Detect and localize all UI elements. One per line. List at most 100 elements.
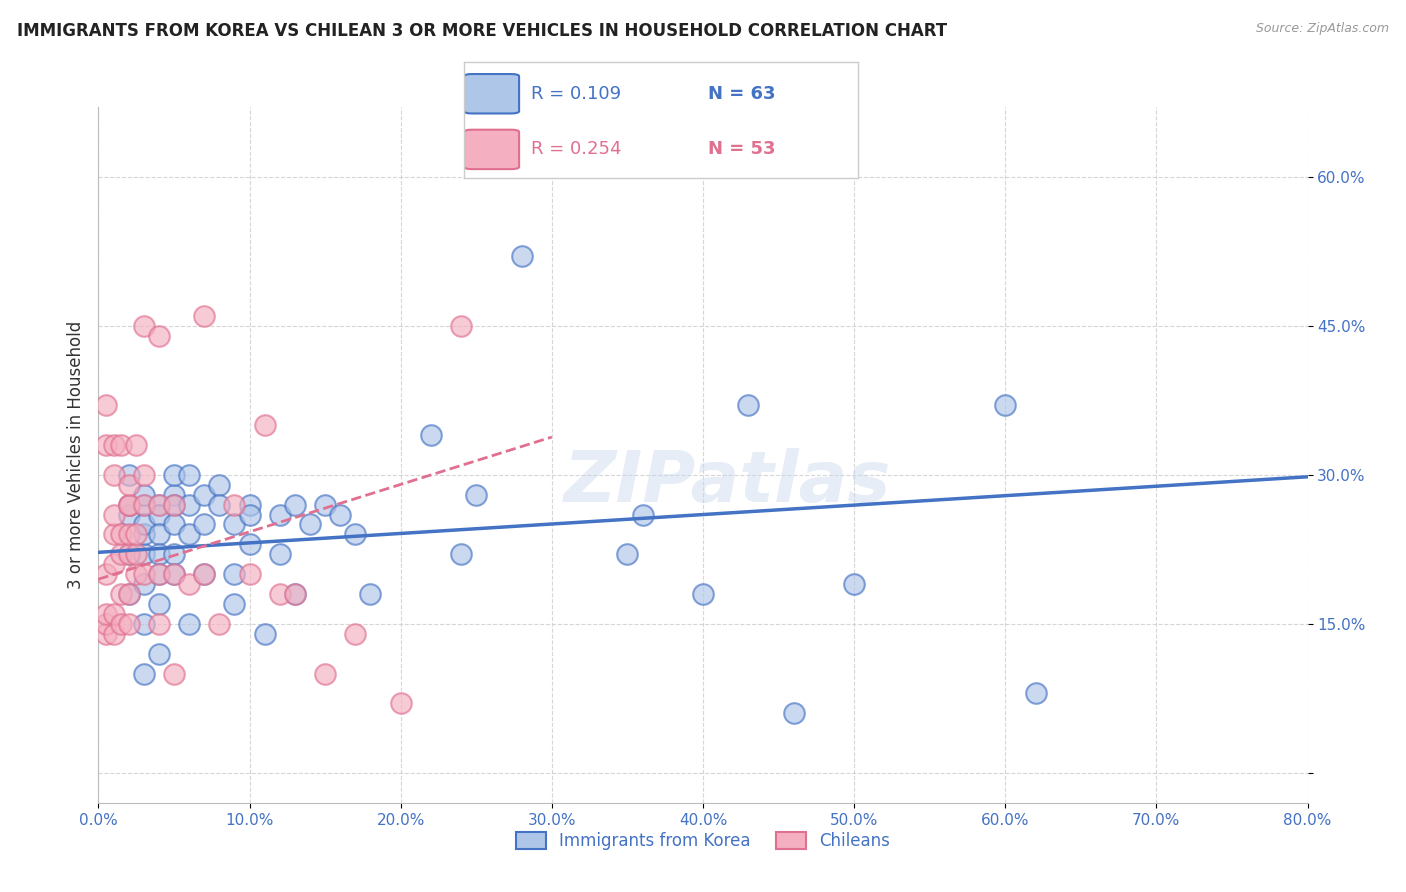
- Legend: Immigrants from Korea, Chileans: Immigrants from Korea, Chileans: [509, 826, 897, 857]
- Point: [110, 438, 132, 452]
- Point: [179, 527, 201, 541]
- Y-axis label: 3 or more Vehicles in Household: 3 or more Vehicles in Household: [66, 321, 84, 589]
- Point: [344, 527, 367, 541]
- Point: [132, 567, 155, 582]
- Point: [132, 318, 155, 333]
- Point: [148, 527, 170, 541]
- Point: [208, 498, 231, 512]
- Point: [329, 508, 352, 522]
- Point: [132, 517, 155, 532]
- Point: [163, 666, 186, 681]
- Point: [510, 249, 533, 263]
- Point: [110, 547, 132, 561]
- Point: [125, 438, 148, 452]
- Point: [118, 508, 141, 522]
- Point: [125, 527, 148, 541]
- Point: [299, 517, 322, 532]
- Point: [118, 498, 141, 512]
- Point: [163, 488, 186, 502]
- Point: [132, 616, 155, 631]
- Point: [208, 616, 231, 631]
- Point: [148, 647, 170, 661]
- Point: [269, 547, 291, 561]
- Point: [94, 438, 117, 452]
- Point: [118, 498, 141, 512]
- Point: [253, 627, 276, 641]
- Point: [314, 666, 336, 681]
- Point: [465, 488, 488, 502]
- Point: [103, 627, 125, 641]
- Point: [94, 616, 117, 631]
- Text: N = 53: N = 53: [709, 140, 776, 159]
- Point: [148, 567, 170, 582]
- Point: [148, 328, 170, 343]
- Point: [193, 567, 215, 582]
- Text: Source: ZipAtlas.com: Source: ZipAtlas.com: [1256, 22, 1389, 36]
- Point: [132, 527, 155, 541]
- Point: [163, 567, 186, 582]
- Point: [132, 577, 155, 591]
- Point: [132, 547, 155, 561]
- Point: [118, 467, 141, 482]
- Point: [360, 587, 382, 601]
- Point: [1024, 686, 1046, 700]
- Point: [239, 498, 262, 512]
- Point: [125, 547, 148, 561]
- Point: [193, 488, 215, 502]
- Point: [148, 616, 170, 631]
- Point: [420, 428, 443, 442]
- Point: [208, 477, 231, 491]
- Point: [132, 467, 155, 482]
- Point: [253, 418, 276, 433]
- Point: [179, 467, 201, 482]
- Point: [450, 318, 472, 333]
- Point: [389, 697, 412, 711]
- Point: [94, 398, 117, 412]
- Point: [179, 616, 201, 631]
- Point: [125, 567, 148, 582]
- Point: [314, 498, 336, 512]
- Point: [692, 587, 714, 601]
- Point: [118, 547, 141, 561]
- Point: [783, 706, 806, 721]
- Point: [118, 587, 141, 601]
- Point: [103, 467, 125, 482]
- Point: [103, 558, 125, 572]
- Point: [118, 477, 141, 491]
- Point: [224, 567, 246, 582]
- Point: [163, 547, 186, 561]
- FancyBboxPatch shape: [464, 129, 519, 169]
- Point: [103, 607, 125, 621]
- Point: [118, 616, 141, 631]
- Text: IMMIGRANTS FROM KOREA VS CHILEAN 3 OR MORE VEHICLES IN HOUSEHOLD CORRELATION CHA: IMMIGRANTS FROM KOREA VS CHILEAN 3 OR MO…: [17, 22, 948, 40]
- Point: [450, 547, 472, 561]
- Text: ZIPatlas: ZIPatlas: [564, 449, 891, 517]
- Point: [148, 508, 170, 522]
- Point: [110, 587, 132, 601]
- Point: [631, 508, 654, 522]
- Point: [163, 467, 186, 482]
- Point: [132, 488, 155, 502]
- Point: [179, 577, 201, 591]
- Point: [616, 547, 638, 561]
- Point: [284, 498, 307, 512]
- Point: [110, 527, 132, 541]
- Point: [344, 627, 367, 641]
- Point: [994, 398, 1017, 412]
- Point: [193, 567, 215, 582]
- Point: [163, 498, 186, 512]
- Text: N = 63: N = 63: [709, 85, 776, 103]
- Point: [103, 438, 125, 452]
- Point: [239, 537, 262, 551]
- Point: [163, 517, 186, 532]
- Text: R = 0.109: R = 0.109: [531, 85, 621, 103]
- Point: [148, 498, 170, 512]
- Point: [269, 587, 291, 601]
- Point: [224, 498, 246, 512]
- Point: [163, 498, 186, 512]
- Point: [118, 587, 141, 601]
- Point: [193, 309, 215, 323]
- Point: [224, 517, 246, 532]
- Point: [132, 498, 155, 512]
- Point: [118, 527, 141, 541]
